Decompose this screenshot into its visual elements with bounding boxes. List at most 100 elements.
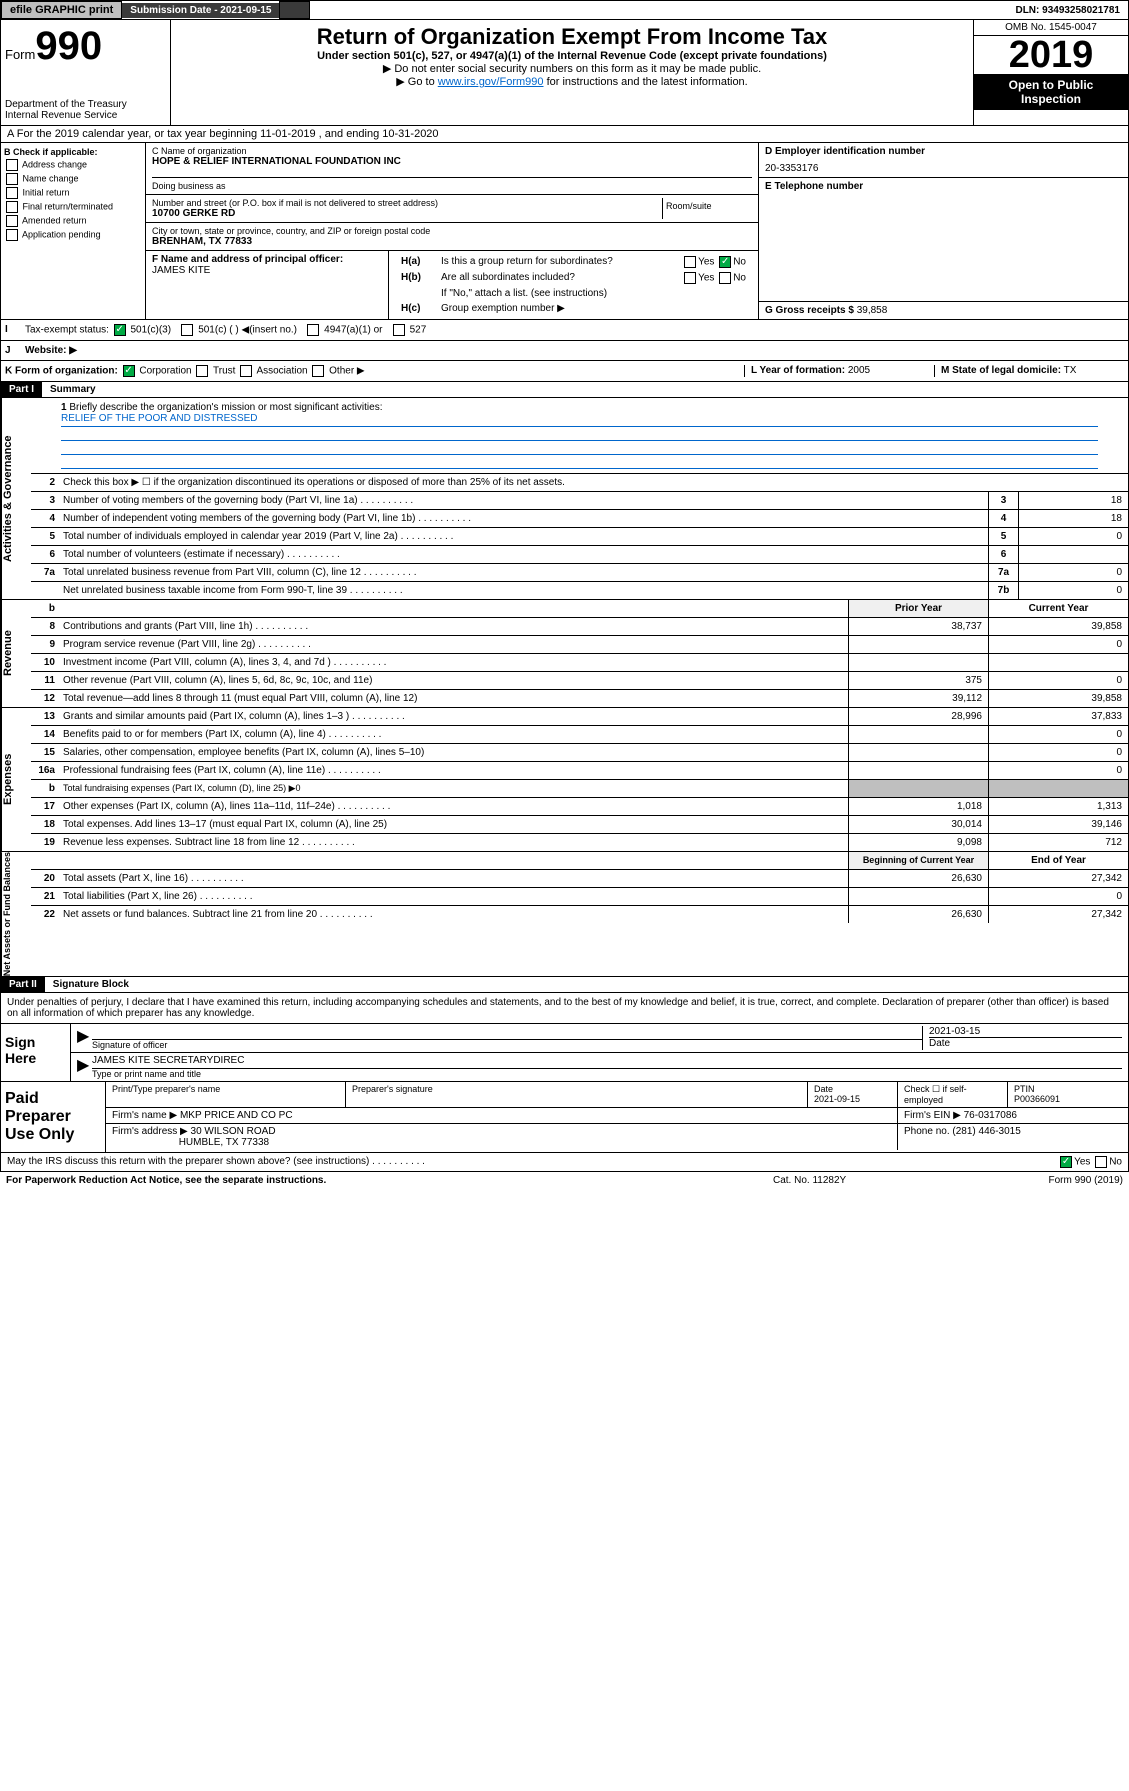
ck-trust[interactable] xyxy=(196,365,208,377)
ck-4947[interactable] xyxy=(307,324,319,336)
efile-button[interactable]: efile GRAPHIC print xyxy=(1,1,122,19)
hb-yes[interactable] xyxy=(684,272,696,284)
line18: Total expenses. Add lines 13–17 (must eq… xyxy=(59,816,848,833)
hb-note: If "No," attach a list. (see instruction… xyxy=(441,288,746,299)
row-k: K Form of organization: Corporation Trus… xyxy=(0,361,1129,382)
irs-label: Internal Revenue Service xyxy=(5,110,166,121)
ein-label: D Employer identification number xyxy=(765,146,1122,157)
c19: 712 xyxy=(988,834,1128,851)
c18: 39,146 xyxy=(988,816,1128,833)
line22: Net assets or fund balances. Subtract li… xyxy=(59,906,848,923)
p22: 26,630 xyxy=(848,906,988,923)
note-link: ▶ Go to www.irs.gov/Form990 for instruct… xyxy=(175,75,969,88)
mission-label: Briefly describe the organization's miss… xyxy=(69,402,382,413)
sig-date: 2021-03-15 xyxy=(929,1026,1122,1038)
ck-final-return[interactable] xyxy=(6,201,18,213)
ck-application-pending[interactable] xyxy=(6,229,18,241)
p19: 9,098 xyxy=(848,834,988,851)
ck-name-change[interactable] xyxy=(6,173,18,185)
net-assets-section: Net Assets or Fund Balances Beginning of… xyxy=(0,852,1129,977)
officer-name: JAMES KITE SECRETARYDIREC xyxy=(92,1055,1122,1069)
firm-name: MKP PRICE AND CO PC xyxy=(180,1110,293,1121)
hb-label: Are all subordinates included? xyxy=(441,272,682,284)
prep-sig-label: Preparer's signature xyxy=(346,1082,808,1107)
street-label: Number and street (or P.O. box if mail i… xyxy=(152,198,662,208)
discuss-yes[interactable] xyxy=(1060,1156,1072,1168)
line17: Other expenses (Part IX, column (A), lin… xyxy=(59,798,848,815)
ha-yes[interactable] xyxy=(684,256,696,268)
line8: Contributions and grants (Part VIII, lin… xyxy=(59,618,848,635)
submission-date: Submission Date - 2021-09-15 xyxy=(122,3,279,18)
p20: 26,630 xyxy=(848,870,988,887)
hb-no[interactable] xyxy=(719,272,731,284)
val4: 18 xyxy=(1018,510,1128,527)
p11: 375 xyxy=(848,672,988,689)
form-title: Return of Organization Exempt From Incom… xyxy=(175,24,969,50)
ha-no[interactable] xyxy=(719,256,731,268)
line20: Total assets (Part X, line 16) xyxy=(59,870,848,887)
form-990-label: Form990 xyxy=(5,24,166,69)
ptin: P00366091 xyxy=(1014,1094,1060,1104)
tax-year: 2019 xyxy=(974,36,1128,74)
ck-corporation[interactable] xyxy=(123,365,135,377)
dba-label: Doing business as xyxy=(152,177,752,191)
line11: Other revenue (Part VIII, column (A), li… xyxy=(59,672,848,689)
val7a: 0 xyxy=(1018,564,1128,581)
line15: Salaries, other compensation, employee b… xyxy=(59,744,848,761)
line7a: Total unrelated business revenue from Pa… xyxy=(59,564,988,581)
c16a: 0 xyxy=(988,762,1128,779)
sig-officer-label: Signature of officer xyxy=(92,1040,922,1050)
hdr-end: End of Year xyxy=(988,852,1128,869)
p13: 28,996 xyxy=(848,708,988,725)
firm-phone: (281) 446-3015 xyxy=(952,1126,1020,1137)
ck-501c3[interactable] xyxy=(114,324,126,336)
ck-address-change[interactable] xyxy=(6,159,18,171)
topbar: efile GRAPHIC print Submission Date - 20… xyxy=(0,0,1129,20)
ck-501c[interactable] xyxy=(181,324,193,336)
city-label: City or town, state or province, country… xyxy=(152,226,752,236)
gross-receipts-value: 39,858 xyxy=(857,305,888,316)
ck-527[interactable] xyxy=(393,324,405,336)
governance-section: Activities & Governance 1 Briefly descri… xyxy=(0,398,1129,600)
phone-label: E Telephone number xyxy=(765,181,1122,192)
ck-association[interactable] xyxy=(240,365,252,377)
line3: Number of voting members of the governin… xyxy=(59,492,988,509)
ha-label: Is this a group return for subordinates? xyxy=(441,256,682,268)
c10 xyxy=(988,654,1128,671)
ck-initial-return[interactable] xyxy=(6,187,18,199)
val6 xyxy=(1018,546,1128,563)
p8: 38,737 xyxy=(848,618,988,635)
ck-other[interactable] xyxy=(312,365,324,377)
expenses-section: Expenses 13Grants and similar amounts pa… xyxy=(0,708,1129,852)
dept-label: Department of the Treasury xyxy=(5,99,166,110)
ein-value: 20-3353176 xyxy=(765,157,1122,174)
p16a xyxy=(848,762,988,779)
p21 xyxy=(848,888,988,905)
ck-amended-return[interactable] xyxy=(6,215,18,227)
revenue-section: Revenue bPrior YearCurrent Year 8Contrib… xyxy=(0,600,1129,708)
pra-notice: For Paperwork Reduction Act Notice, see … xyxy=(6,1175,773,1186)
line9: Program service revenue (Part VIII, line… xyxy=(59,636,848,653)
c14: 0 xyxy=(988,726,1128,743)
c9: 0 xyxy=(988,636,1128,653)
hdr-beginning: Beginning of Current Year xyxy=(848,852,988,869)
irs-link[interactable]: www.irs.gov/Form990 xyxy=(438,76,544,88)
self-employed-check[interactable]: Check ☐ if self-employed xyxy=(898,1082,1008,1107)
col-b-checkboxes: B Check if applicable: Address change Na… xyxy=(1,143,146,319)
line2: Check this box ▶ ☐ if the organization d… xyxy=(59,474,1128,491)
line16b: Total fundraising expenses (Part IX, col… xyxy=(59,780,848,797)
line7b: Net unrelated business taxable income fr… xyxy=(59,582,988,599)
org-name: HOPE & RELIEF INTERNATIONAL FOUNDATION I… xyxy=(152,156,752,167)
p17: 1,018 xyxy=(848,798,988,815)
line13: Grants and similar amounts paid (Part IX… xyxy=(59,708,848,725)
discuss-row: May the IRS discuss this return with the… xyxy=(0,1153,1129,1172)
discuss-no[interactable] xyxy=(1095,1156,1107,1168)
p10 xyxy=(848,654,988,671)
line21: Total liabilities (Part X, line 26) xyxy=(59,888,848,905)
state-domicile: TX xyxy=(1064,365,1077,376)
blank-button[interactable] xyxy=(279,1,309,19)
city-state-zip: BRENHAM, TX 77833 xyxy=(152,236,752,247)
prep-date: 2021-09-15 xyxy=(814,1094,860,1104)
p18: 30,014 xyxy=(848,816,988,833)
line19: Revenue less expenses. Subtract line 18 … xyxy=(59,834,848,851)
